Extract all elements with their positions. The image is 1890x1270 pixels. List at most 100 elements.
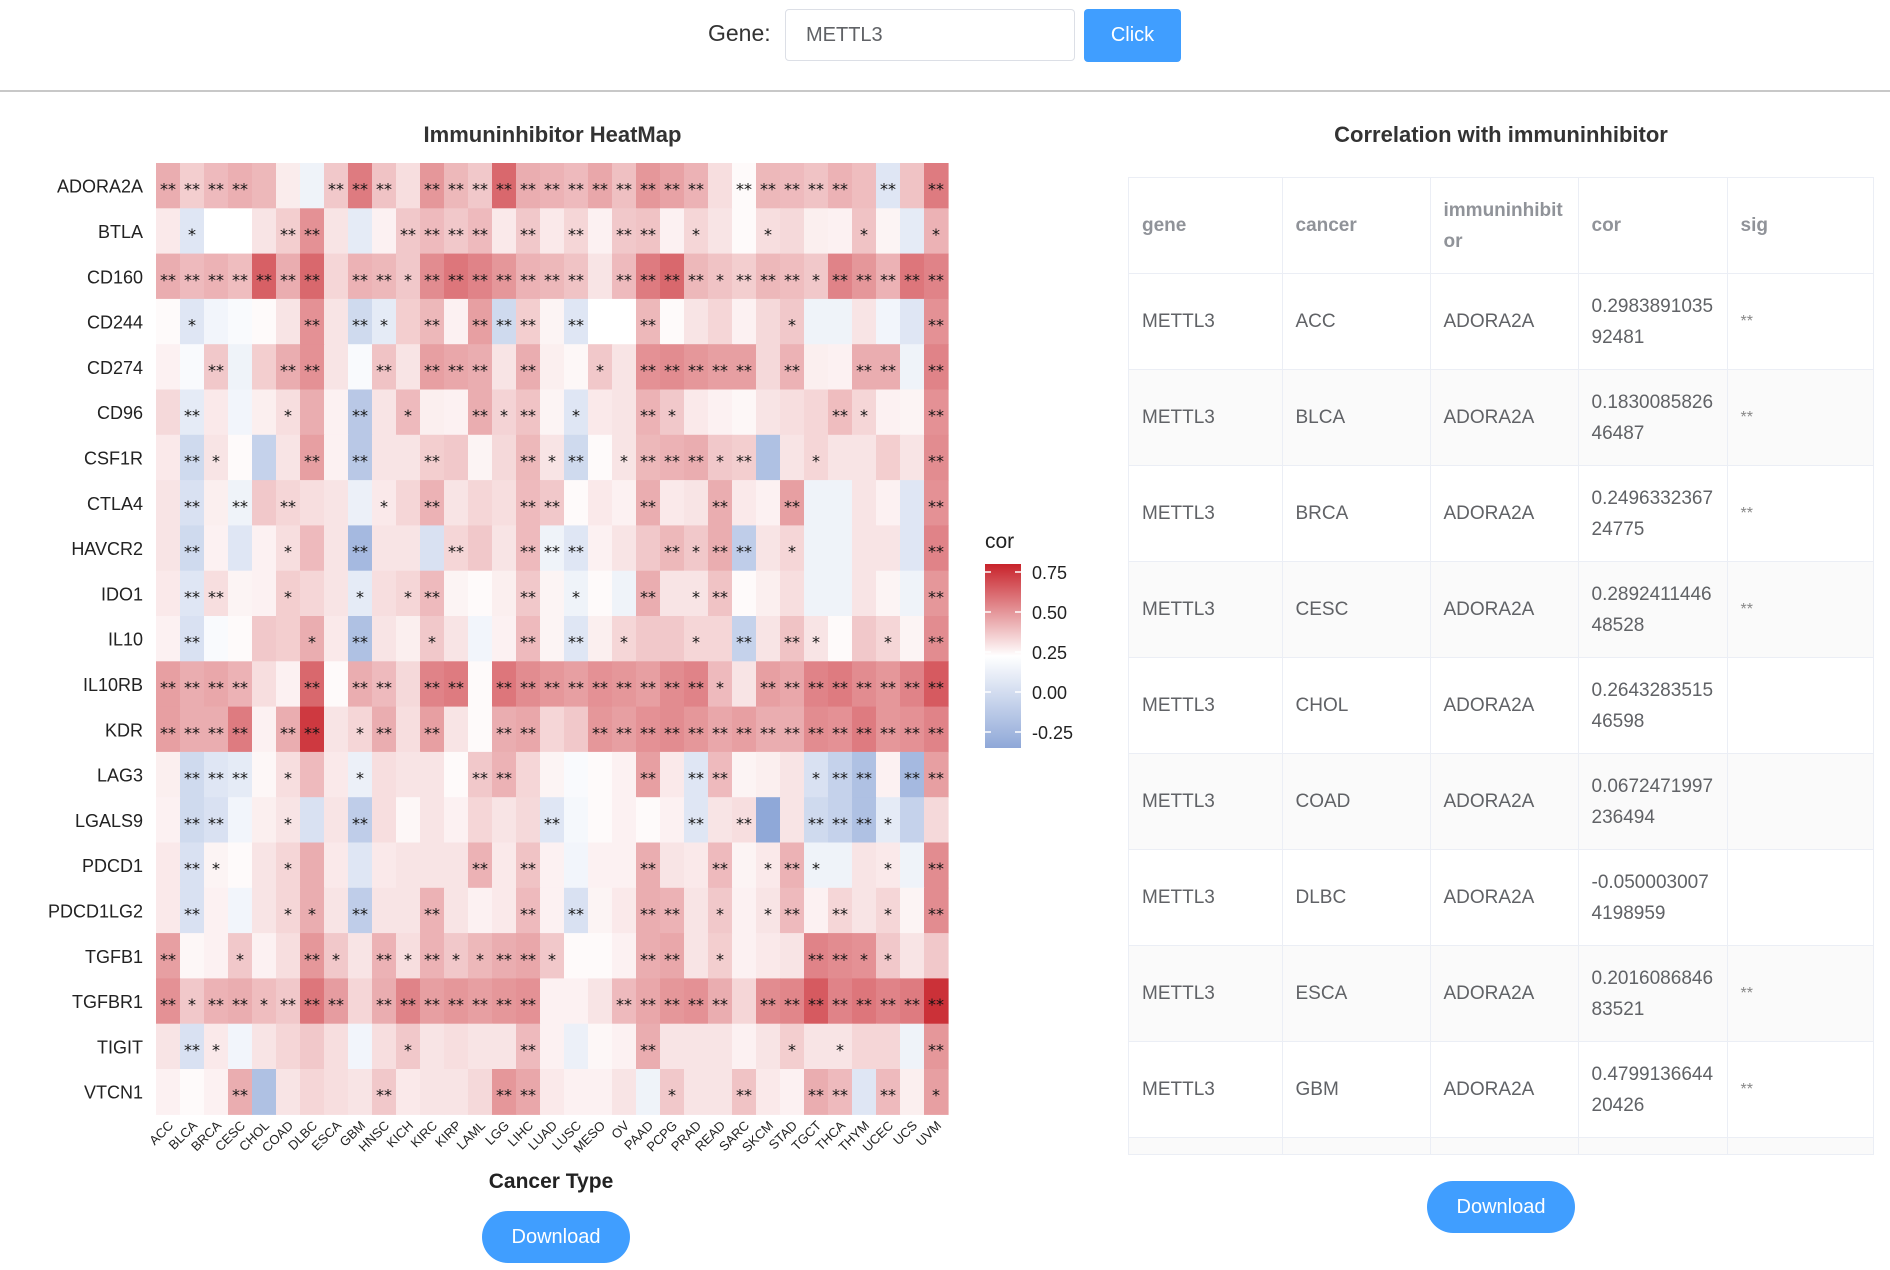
significance-mark: ** xyxy=(184,814,200,833)
heatmap-cell xyxy=(780,842,805,889)
significance-mark: ** xyxy=(736,723,752,742)
heatmap-cell xyxy=(636,661,661,708)
cell-sig: ** xyxy=(1727,465,1873,562)
table-row[interactable] xyxy=(1129,1137,1873,1154)
table-row[interactable]: METTL3 GBM ADORA2A 0.479913664420426 ** xyxy=(1129,1041,1873,1138)
heatmap-cell xyxy=(804,163,829,209)
significance-mark: ** xyxy=(568,180,584,199)
heatmap-cell xyxy=(756,1069,781,1115)
significance-mark: * xyxy=(692,225,700,244)
significance-mark: ** xyxy=(760,180,776,199)
significance-mark: ** xyxy=(304,270,320,289)
gene-input[interactable] xyxy=(785,9,1075,61)
significance-mark: * xyxy=(572,406,580,425)
heatmap-cell xyxy=(348,887,373,934)
heatmap-cell xyxy=(876,434,901,481)
heatmap-cell xyxy=(420,706,445,753)
table-row[interactable]: METTL3 CESC ADORA2A 0.289241144648528 ** xyxy=(1129,561,1873,658)
significance-mark: ** xyxy=(904,270,920,289)
significance-mark: ** xyxy=(688,451,704,470)
significance-mark: ** xyxy=(832,406,848,425)
significance-mark: * xyxy=(764,225,772,244)
cell-cancer: COAD xyxy=(1282,753,1431,850)
significance-mark: ** xyxy=(232,270,248,289)
significance-mark: ** xyxy=(832,995,848,1014)
heatmap-cell xyxy=(396,1023,421,1070)
heatmap-cell xyxy=(420,570,445,617)
significance-mark: ** xyxy=(688,814,704,833)
heatmap-cell xyxy=(804,661,829,708)
col-header-cancer[interactable]: cancer xyxy=(1282,178,1431,274)
heatmap-cell xyxy=(708,298,733,345)
heatmap-cell xyxy=(756,253,781,300)
heatmap-cell xyxy=(684,616,709,662)
col-header-immuninhibitor[interactable]: immuninhibitor xyxy=(1430,178,1579,274)
table-row[interactable]: METTL3 BRCA ADORA2A 0.249633236724775 ** xyxy=(1129,465,1873,562)
heatmap-cell xyxy=(900,616,925,662)
click-button[interactable]: Click xyxy=(1084,9,1181,62)
significance-mark: ** xyxy=(928,497,944,516)
heatmap-cell xyxy=(876,163,901,209)
heatmap-cell xyxy=(828,208,853,255)
significance-mark: ** xyxy=(184,451,200,470)
heatmap-cell xyxy=(732,298,757,345)
table-row[interactable]: METTL3 ACC ADORA2A 0.298389103592481 ** xyxy=(1129,273,1873,370)
table-row[interactable]: METTL3 CHOL ADORA2A 0.264328351546598 xyxy=(1129,657,1873,754)
heatmap-cell xyxy=(348,978,373,1025)
significance-mark: * xyxy=(668,406,676,425)
heatmap-cell xyxy=(900,253,925,300)
heatmap-cell xyxy=(684,570,709,617)
heatmap-cell xyxy=(276,751,301,798)
heatmap-cell xyxy=(492,1023,517,1070)
heatmap-cell xyxy=(564,480,589,526)
table-row[interactable]: METTL3 BLCA ADORA2A 0.183008582646487 ** xyxy=(1129,369,1873,466)
heatmap-cell xyxy=(588,706,613,753)
significance-mark: ** xyxy=(808,678,824,697)
heatmap-cell xyxy=(444,253,469,300)
heatmap-cell xyxy=(612,344,637,391)
table-row[interactable]: METTL3 ESCA ADORA2A 0.201608684683521 ** xyxy=(1129,945,1873,1042)
significance-mark: * xyxy=(884,950,892,969)
correlation-table-scroll[interactable]: gene cancer immuninhibitor cor sig METTL… xyxy=(1128,177,1874,1155)
heatmap-cell xyxy=(468,706,493,753)
heatmap-cell xyxy=(300,616,325,662)
significance-mark: ** xyxy=(472,859,488,878)
heatmap-cell xyxy=(396,389,421,436)
heatmap-cell xyxy=(468,887,493,934)
heatmap-cell xyxy=(492,389,517,436)
table-row[interactable]: METTL3 COAD ADORA2A 0.0672471997236494 xyxy=(1129,753,1873,850)
significance-mark: ** xyxy=(496,180,512,199)
heatmap-cell xyxy=(564,434,589,481)
significance-mark: ** xyxy=(520,904,536,923)
col-header-sig[interactable]: sig xyxy=(1727,178,1873,274)
significance-mark: ** xyxy=(928,180,944,199)
table-row[interactable]: METTL3 DLBC ADORA2A -0.0500030074198959 xyxy=(1129,849,1873,946)
heatmap-cell xyxy=(924,842,949,889)
significance-mark: * xyxy=(548,950,556,969)
significance-mark: ** xyxy=(784,497,800,516)
significance-mark: ** xyxy=(400,995,416,1014)
heatmap-download-button[interactable]: Download xyxy=(482,1211,630,1263)
col-header-cor[interactable]: cor xyxy=(1578,178,1728,274)
heatmap-cell xyxy=(780,434,805,481)
heatmap-cell xyxy=(804,978,829,1025)
heatmap-cell xyxy=(564,1023,589,1070)
significance-mark: ** xyxy=(352,904,368,923)
heatmap-cell xyxy=(468,842,493,889)
heatmap-cell xyxy=(900,298,925,345)
significance-mark: ** xyxy=(352,814,368,833)
table-download-button[interactable]: Download xyxy=(1427,1181,1575,1233)
col-header-gene[interactable]: gene xyxy=(1129,178,1283,274)
heatmap-cell xyxy=(900,389,925,436)
heatmap-cell xyxy=(180,797,205,844)
heatmap-cell xyxy=(708,978,733,1025)
heatmap-cell xyxy=(852,208,877,255)
heatmap-cell xyxy=(780,253,805,300)
heatmap-cell xyxy=(828,525,853,572)
significance-mark: ** xyxy=(232,1086,248,1105)
heatmap-cell xyxy=(876,570,901,617)
significance-mark: ** xyxy=(352,270,368,289)
heatmap-cell xyxy=(180,480,205,526)
significance-mark: ** xyxy=(544,270,560,289)
significance-mark: ** xyxy=(832,180,848,199)
